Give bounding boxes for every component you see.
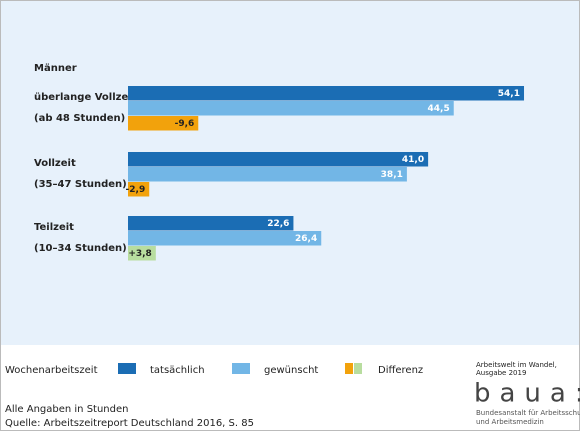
note: Alle Angaben in Stunden bbox=[5, 404, 128, 415]
legend-label: Differenz bbox=[378, 365, 423, 376]
group-title: Männer bbox=[34, 63, 77, 74]
bar bbox=[128, 152, 429, 167]
value-label: 38,1 bbox=[381, 170, 403, 180]
category-label: (35–47 Stunden) bbox=[34, 179, 127, 190]
value-label: -2,9 bbox=[126, 185, 146, 195]
bar bbox=[128, 216, 294, 231]
category-label: Teilzeit bbox=[34, 222, 74, 233]
category-label: (10–34 Stunden) bbox=[34, 243, 127, 254]
bar bbox=[128, 182, 150, 197]
legend-swatch bbox=[354, 363, 362, 374]
legend-label: gewünscht bbox=[264, 365, 318, 376]
bar bbox=[128, 246, 156, 261]
value-label: 22,6 bbox=[267, 219, 289, 229]
legend-title: Wochenarbeitszeit bbox=[5, 365, 98, 376]
note: Quelle: Arbeitszeitreport Deutschland 20… bbox=[5, 418, 254, 429]
bar bbox=[128, 231, 322, 246]
logo: baua: bbox=[474, 379, 580, 409]
institution: Bundesanstalt für Arbeitsschutz bbox=[476, 409, 580, 417]
bar bbox=[128, 86, 525, 101]
institution: und Arbeitsmedizin bbox=[476, 418, 544, 426]
value-label: 44,5 bbox=[428, 104, 450, 114]
bar bbox=[128, 167, 407, 182]
publication: Ausgabe 2019 bbox=[476, 369, 526, 377]
legend-swatch bbox=[345, 363, 353, 374]
legend-swatch bbox=[232, 363, 250, 374]
category-label: überlange Vollzeit bbox=[34, 92, 137, 103]
legend-swatch bbox=[118, 363, 136, 374]
value-label: 54,1 bbox=[498, 89, 520, 99]
value-label: 26,4 bbox=[295, 234, 317, 244]
bar bbox=[128, 101, 454, 116]
category-label: Vollzeit bbox=[34, 158, 76, 169]
value-label: +3,8 bbox=[128, 249, 151, 259]
category-label: (ab 48 Stunden) bbox=[34, 113, 125, 124]
legend-label: tatsächlich bbox=[150, 365, 205, 376]
value-label: 41,0 bbox=[402, 155, 424, 165]
value-label: -9,6 bbox=[175, 119, 195, 129]
publication: Arbeitswelt im Wandel, bbox=[476, 361, 557, 369]
bar bbox=[128, 116, 199, 131]
